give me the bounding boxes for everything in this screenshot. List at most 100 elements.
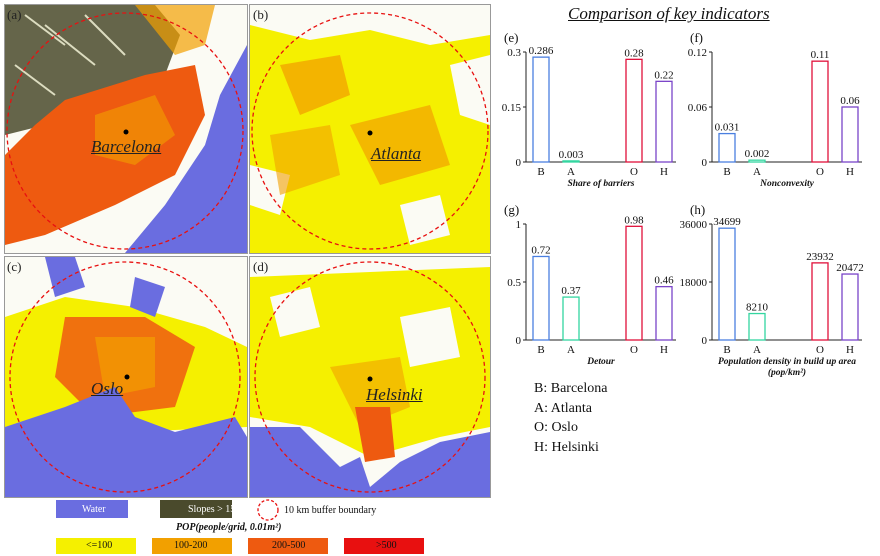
y-tick-label: 0.3	[507, 47, 521, 59]
chart-title: Nonconvexity	[759, 179, 815, 189]
value-label: 0.286	[529, 45, 554, 57]
bar-H	[655, 285, 673, 341]
y-tick-label: 0.5	[507, 277, 521, 289]
value-label: 0.37	[561, 285, 581, 297]
slopes-label: Slopes > 15°	[188, 504, 240, 515]
x-tick-label: H	[846, 344, 854, 356]
water-swatch	[56, 500, 128, 518]
y-tick-label: 1	[516, 219, 522, 231]
pop-legend-title: POP(people/grid, 0.01m²)	[176, 522, 282, 533]
y-tick-label: 0.06	[688, 102, 708, 114]
bar-B	[718, 227, 736, 341]
pop-class-swatch-1	[56, 538, 136, 554]
value-label: 0.46	[654, 275, 674, 287]
bar-H	[655, 80, 673, 163]
y-tick-label: 36000	[680, 219, 708, 231]
bar-charts: (e) 0 0.15 0.3 0.286 B 0.003 A 0.28 O 0.22 H Share o…	[502, 30, 864, 378]
map-label: (b)	[253, 7, 269, 22]
x-tick-label: H	[660, 166, 668, 178]
value-label: 0.28	[624, 47, 644, 59]
y-tick-label: 0	[702, 335, 708, 347]
x-tick-label: A	[753, 166, 761, 178]
value-label: 0.11	[811, 49, 830, 61]
buffer-icon	[257, 499, 279, 521]
bar-O	[811, 262, 829, 341]
x-tick-label: A	[567, 166, 575, 178]
key-atlanta: A: Atlanta	[534, 401, 592, 416]
water-label: Water	[82, 504, 106, 515]
y-tick-label: 0.12	[688, 47, 707, 59]
map-barcelona: (a) Barcelona	[4, 4, 248, 254]
panel-label: (g)	[504, 202, 519, 217]
pop-class-swatch-3	[248, 538, 328, 554]
map-label: (d)	[253, 259, 269, 274]
bar-A	[562, 160, 580, 163]
key-barcelona: B: Barcelona	[534, 381, 608, 396]
y-tick-label: 0	[516, 157, 522, 169]
map-atlanta: (b) Atlanta	[249, 4, 491, 254]
panel-label: (h)	[690, 202, 705, 217]
x-tick-label: O	[816, 166, 824, 178]
x-tick-label: B	[537, 166, 544, 178]
value-label: 0.002	[745, 148, 770, 160]
chart-title: Population density in build up area	[718, 357, 856, 367]
panel-label: (e)	[504, 30, 518, 45]
value-label: 23932	[806, 251, 834, 263]
buffer-label: 10 km buffer boundary	[284, 505, 377, 516]
map-label: (c)	[7, 259, 22, 274]
value-label: 20472	[836, 262, 864, 274]
y-tick-label: 0.15	[502, 102, 522, 114]
chart-title: Detour	[586, 357, 615, 367]
pop-class-label-3: 200-500	[272, 540, 306, 551]
map-label: (a)	[7, 7, 22, 22]
pop-class-swatch-2	[152, 538, 232, 554]
key-helsinki: H: Helsinki	[534, 440, 599, 455]
value-label: 0.72	[531, 244, 550, 256]
map-helsinki: (d) Helsinki	[249, 256, 491, 498]
bar-H	[841, 273, 859, 341]
city-name-barcelona: Barcelona	[91, 137, 162, 156]
x-tick-label: A	[753, 344, 761, 356]
panel-label: (f)	[690, 30, 703, 45]
y-tick-label: 0	[516, 335, 522, 347]
key-oslo: O: Oslo	[534, 420, 578, 435]
city-name-atlanta: Atlanta	[371, 144, 422, 163]
pop-class-label-4: >500	[376, 540, 397, 551]
value-label: 0.031	[715, 122, 740, 134]
x-tick-label: O	[816, 344, 824, 356]
chart-group-title: Comparison of key indicators	[568, 4, 770, 23]
y-tick-label: 0	[702, 157, 708, 169]
x-tick-label: B	[723, 166, 730, 178]
x-tick-label: B	[537, 344, 544, 356]
chart-title: Share of barriers	[567, 179, 634, 189]
city-name-helsinki: Helsinki	[366, 385, 423, 404]
bar-A	[562, 296, 580, 341]
x-tick-label: H	[660, 344, 668, 356]
value-label: 0.003	[559, 149, 584, 161]
value-label: 0.06	[840, 95, 860, 107]
value-label: 0.22	[654, 69, 673, 81]
y-tick-label: 18000	[680, 277, 708, 289]
x-tick-label: O	[630, 166, 638, 178]
pop-class-label-1: <=100	[86, 540, 113, 551]
x-tick-label: O	[630, 344, 638, 356]
bar-O	[811, 60, 829, 163]
bar-A	[748, 159, 766, 163]
x-tick-label: B	[723, 344, 730, 356]
pop-class-label-2: 100-200	[174, 540, 208, 551]
bar-O	[625, 58, 643, 163]
city-name-oslo: Oslo	[91, 379, 124, 398]
x-tick-label: A	[567, 344, 575, 356]
x-tick-label: H	[846, 166, 854, 178]
bar-B	[718, 132, 736, 163]
value-label: 8210	[746, 302, 769, 314]
chart-subtitle: (pop/km²)	[768, 367, 806, 378]
bar-B	[532, 255, 550, 341]
map-oslo: (c) Oslo	[4, 256, 248, 498]
slopes-swatch	[160, 500, 232, 518]
value-label: 0.98	[624, 214, 644, 226]
value-label: 34699	[713, 216, 741, 228]
bar-B	[532, 56, 550, 163]
bar-O	[625, 225, 643, 341]
bar-H	[841, 106, 859, 163]
